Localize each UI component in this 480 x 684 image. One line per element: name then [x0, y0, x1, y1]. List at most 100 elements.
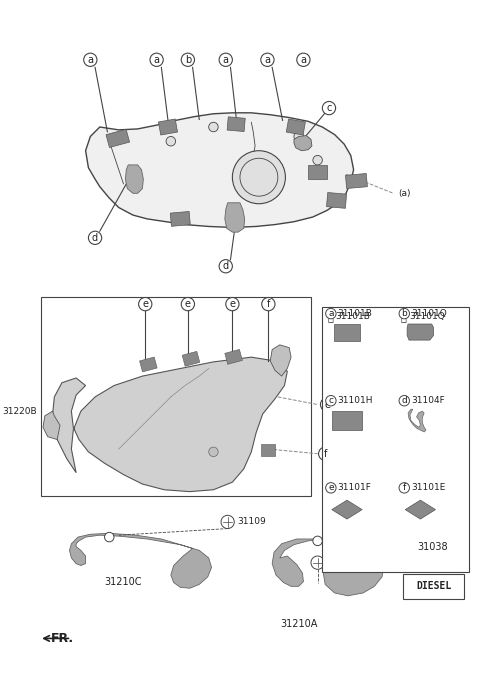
Polygon shape: [408, 409, 426, 432]
Text: 31038: 31038: [417, 542, 448, 551]
Circle shape: [294, 132, 303, 141]
Text: (a): (a): [398, 189, 410, 198]
Circle shape: [399, 395, 409, 406]
Text: e: e: [229, 299, 235, 309]
Text: d: d: [401, 396, 407, 405]
Bar: [261, 445, 275, 456]
Bar: [323, 307, 469, 572]
Bar: [334, 324, 360, 341]
Circle shape: [88, 231, 102, 244]
PathPatch shape: [85, 113, 354, 227]
Text: f: f: [324, 449, 327, 459]
Text: e: e: [328, 484, 334, 492]
Circle shape: [219, 260, 232, 273]
Bar: [332, 411, 362, 430]
Text: a: a: [264, 55, 270, 65]
Polygon shape: [225, 202, 245, 232]
Polygon shape: [405, 500, 435, 519]
Bar: [227, 117, 245, 131]
Text: 31101B: 31101B: [337, 309, 372, 318]
Circle shape: [321, 398, 334, 411]
Text: a: a: [300, 55, 306, 65]
Text: c: c: [328, 396, 334, 405]
Polygon shape: [332, 500, 362, 519]
Circle shape: [313, 155, 323, 165]
Bar: [308, 165, 327, 179]
Circle shape: [181, 298, 194, 311]
Circle shape: [221, 515, 234, 529]
Circle shape: [150, 53, 163, 66]
Text: f: f: [403, 484, 406, 492]
Circle shape: [319, 447, 332, 460]
Text: 31101E: 31101E: [411, 484, 445, 492]
Circle shape: [105, 532, 114, 542]
Text: e: e: [321, 399, 326, 410]
Text: 31101B: 31101B: [336, 312, 371, 321]
Text: d: d: [223, 261, 229, 272]
Text: e: e: [185, 299, 191, 309]
Bar: [106, 129, 130, 148]
Circle shape: [84, 53, 97, 66]
Text: e: e: [324, 399, 330, 410]
Text: b: b: [185, 55, 191, 65]
Text: b: b: [401, 309, 407, 318]
Bar: [158, 119, 178, 135]
Text: 31220B: 31220B: [3, 406, 37, 416]
Circle shape: [325, 483, 336, 493]
Bar: [182, 352, 200, 366]
Circle shape: [262, 298, 275, 311]
Polygon shape: [272, 539, 384, 596]
Circle shape: [325, 308, 336, 319]
Text: a: a: [87, 55, 93, 65]
Text: DIESEL: DIESEL: [416, 581, 451, 592]
Text: 31210A: 31210A: [280, 619, 317, 629]
Polygon shape: [70, 534, 212, 588]
Text: a: a: [328, 309, 334, 318]
Circle shape: [297, 53, 310, 66]
Polygon shape: [294, 135, 312, 150]
Circle shape: [166, 137, 176, 146]
Text: ⓐ: ⓐ: [327, 312, 333, 321]
Text: ⓑ: ⓑ: [400, 312, 407, 321]
PathPatch shape: [52, 357, 288, 492]
Circle shape: [181, 53, 194, 66]
Text: a: a: [223, 55, 229, 65]
Text: d: d: [92, 233, 98, 243]
Circle shape: [219, 53, 232, 66]
Text: 31210C: 31210C: [105, 577, 142, 587]
Polygon shape: [125, 165, 144, 194]
Text: 31109: 31109: [327, 558, 356, 567]
Text: 31101Q: 31101Q: [411, 309, 447, 318]
Circle shape: [209, 122, 218, 132]
Circle shape: [311, 556, 324, 569]
Circle shape: [313, 536, 323, 546]
Circle shape: [226, 298, 239, 311]
Text: 31101Q: 31101Q: [409, 312, 445, 321]
Bar: [346, 174, 367, 189]
Circle shape: [399, 308, 409, 319]
Circle shape: [232, 150, 286, 204]
Polygon shape: [407, 324, 433, 340]
Text: FR.: FR.: [50, 632, 73, 645]
Bar: [286, 119, 305, 135]
Text: 31109: 31109: [237, 517, 266, 527]
Bar: [41, 298, 311, 497]
Text: a: a: [154, 55, 160, 65]
Bar: [326, 192, 347, 209]
Polygon shape: [43, 411, 60, 440]
Circle shape: [323, 101, 336, 115]
Text: f: f: [267, 299, 270, 309]
Polygon shape: [270, 345, 291, 376]
Bar: [225, 350, 242, 365]
FancyBboxPatch shape: [403, 574, 464, 598]
Text: 31101H: 31101H: [337, 396, 373, 405]
Circle shape: [261, 53, 274, 66]
Text: c: c: [326, 103, 332, 113]
Bar: [170, 211, 190, 226]
Circle shape: [399, 483, 409, 493]
Bar: [140, 357, 157, 372]
Text: e: e: [142, 299, 148, 309]
Circle shape: [209, 447, 218, 457]
Text: 31104F: 31104F: [411, 396, 444, 405]
Text: 31101F: 31101F: [337, 484, 372, 492]
